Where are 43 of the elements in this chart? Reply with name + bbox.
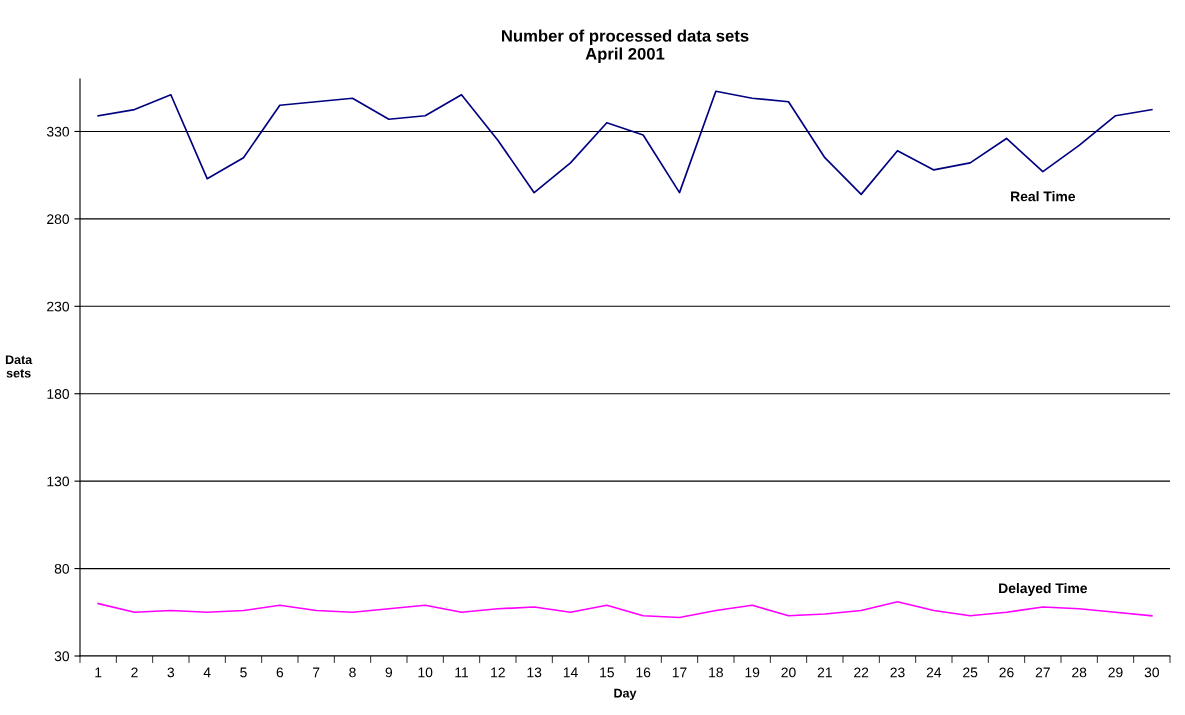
x-tick-label: 14 [563,667,578,678]
x-tick-label: 28 [1072,667,1087,678]
x-tick-label: 3 [167,667,175,678]
y-tick-label: 80 [54,563,70,574]
x-axis-title: Day [614,688,637,701]
y-tick-label: 30 [54,651,70,662]
x-tick-label: 22 [854,667,869,678]
x-tick-label: 16 [636,667,651,678]
x-tick-label: 18 [709,667,723,678]
y-tick-label: 230 [47,301,70,312]
x-tick-label: 23 [890,667,905,678]
x-tick-label: 11 [455,667,469,678]
x-tick-label: 13 [527,667,542,678]
y-tick-label: 130 [47,476,70,487]
x-tick-label: 29 [1108,667,1123,678]
x-tick-label: 9 [385,667,393,678]
x-tick-label: 21 [817,667,832,678]
series-label: Real Time [1011,191,1076,202]
y-tick-label: 180 [47,389,70,399]
x-tick-label: 4 [203,667,211,678]
y-tick-label: 280 [47,214,70,225]
x-tick-label: 19 [745,667,760,678]
x-tick-label: 26 [999,667,1014,678]
series-label: Delayed Time [999,582,1088,596]
chart-title: Number of processed data sets April 2001 [502,29,749,64]
y-axis-title: Data sets [5,355,33,378]
x-tick-label: 27 [1035,667,1050,678]
x-tick-label: 1 [95,667,102,678]
x-tick-label: 5 [240,667,247,678]
x-tick-label: 2 [131,667,138,678]
x-tick-label: 6 [276,667,284,678]
x-tick-label: 25 [963,667,978,678]
x-tick-label: 20 [781,667,796,678]
x-tick-label: 24 [926,667,942,678]
x-tick-label: 17 [672,667,687,678]
x-tick-label: 7 [313,667,320,678]
x-tick-label: 10 [418,667,433,678]
x-tick-label: 12 [491,667,505,678]
x-tick-label: 15 [600,667,614,678]
x-tick-label: 8 [349,667,356,678]
y-tick-label: 330 [46,126,70,137]
x-tick-label: 30 [1144,667,1160,678]
line-series [97,600,1153,619]
